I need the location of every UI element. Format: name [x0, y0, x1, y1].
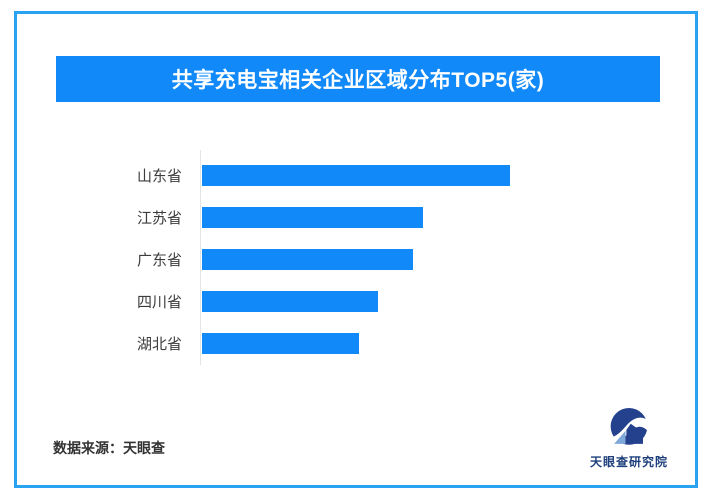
bar-rows: 山东省江苏省广东省四川省湖北省: [52, 154, 652, 364]
bar-row: 江苏省: [52, 196, 652, 238]
bar: [202, 332, 360, 354]
bar-track: [202, 164, 510, 186]
bar-row: 湖北省: [52, 322, 652, 364]
chart-title: 共享充电宝相关企业区域分布TOP5(家): [171, 69, 545, 92]
bar-track: [202, 248, 510, 270]
bar-row: 广东省: [52, 238, 652, 280]
bar-row: 山东省: [52, 154, 652, 196]
category-axis-line: [200, 150, 201, 365]
category-label: 广东省: [136, 251, 182, 269]
bar-track: [202, 206, 510, 228]
title-banner: 共享充电宝相关企业区域分布TOP5(家): [56, 56, 660, 102]
category-label: 山东省: [136, 167, 182, 185]
bar: [202, 164, 510, 186]
brand-logo-text: 天眼查研究院: [589, 455, 668, 469]
bar-track: [202, 332, 510, 354]
category-label: 湖北省: [136, 335, 182, 353]
tianyancha-eye-icon: [586, 407, 672, 451]
bar: [202, 248, 413, 270]
data-source-note: 数据来源：天眼查: [53, 440, 165, 456]
bar: [202, 206, 424, 228]
bar-row: 四川省: [52, 280, 652, 322]
bar: [202, 290, 378, 312]
category-label: 江苏省: [136, 209, 182, 227]
category-label: 四川省: [136, 293, 182, 311]
bar-track: [202, 290, 510, 312]
brand-logo: 天眼查研究院: [586, 407, 672, 470]
